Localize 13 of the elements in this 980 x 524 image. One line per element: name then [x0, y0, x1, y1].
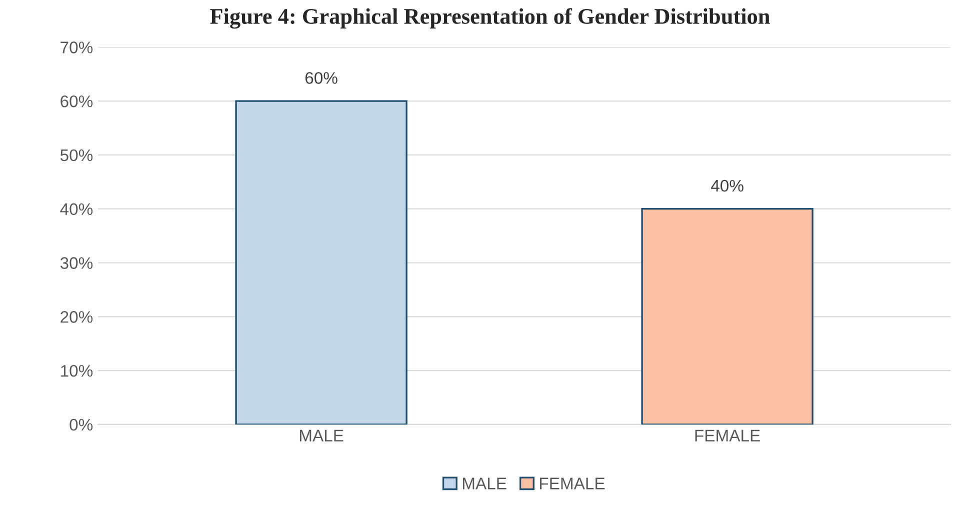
- legend-label: MALE: [462, 478, 506, 490]
- y-tick-label: 20%: [60, 311, 93, 323]
- y-tick-label: 30%: [60, 257, 93, 269]
- chart-title: Figure 4: Graphical Representation of Gender Distribution: [210, 8, 770, 29]
- legend-label: FEMALE: [540, 478, 605, 490]
- y-tick-label: 40%: [60, 203, 93, 216]
- y-tick-label: 60%: [60, 95, 93, 108]
- data-label: 60%: [305, 72, 338, 84]
- y-tick-label: 70%: [60, 42, 93, 54]
- y-tick-label: 10%: [61, 364, 93, 377]
- y-tick-label: 50%: [60, 149, 93, 162]
- data-label: 40%: [711, 180, 744, 192]
- y-tick-label: 0%: [70, 418, 93, 431]
